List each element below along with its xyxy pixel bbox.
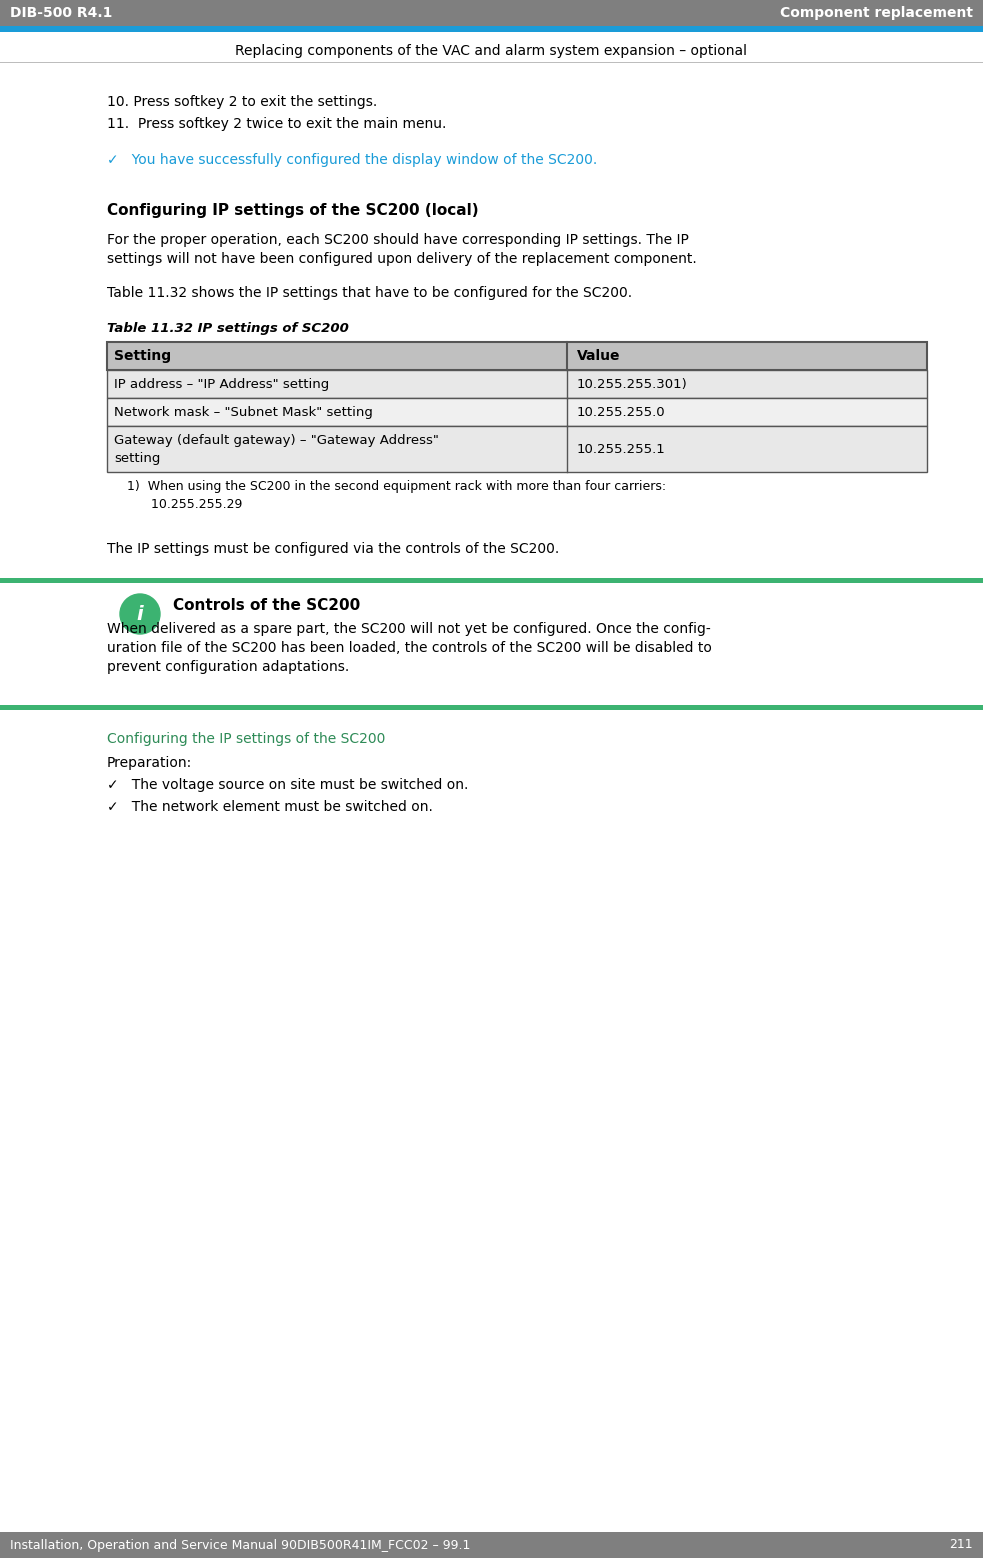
Bar bbox=[0, 706, 983, 710]
Text: 11.  Press softkey 2 twice to exit the main menu.: 11. Press softkey 2 twice to exit the ma… bbox=[107, 117, 446, 131]
Text: uration file of the SC200 has been loaded, the controls of the SC200 will be dis: uration file of the SC200 has been loade… bbox=[107, 640, 712, 654]
Text: The IP settings must be configured via the controls of the SC200.: The IP settings must be configured via t… bbox=[107, 542, 559, 556]
Text: ✓   You have successfully configured the display window of the SC200.: ✓ You have successfully configured the d… bbox=[107, 153, 598, 167]
Text: DIB-500 R4.1: DIB-500 R4.1 bbox=[10, 6, 112, 20]
Text: 10. Press softkey 2 to exit the settings.: 10. Press softkey 2 to exit the settings… bbox=[107, 95, 377, 109]
Text: Replacing components of the VAC and alarm system expansion – optional: Replacing components of the VAC and alar… bbox=[235, 44, 747, 58]
Bar bbox=[0, 1532, 983, 1558]
Text: Network mask – "Subnet Mask" setting: Network mask – "Subnet Mask" setting bbox=[114, 405, 373, 419]
Text: ✓   The network element must be switched on.: ✓ The network element must be switched o… bbox=[107, 799, 433, 813]
Bar bbox=[107, 343, 927, 369]
Bar bbox=[0, 0, 983, 26]
Text: Configuring IP settings of the SC200 (local): Configuring IP settings of the SC200 (lo… bbox=[107, 203, 479, 218]
Text: Setting: Setting bbox=[114, 349, 171, 363]
Text: For the proper operation, each SC200 should have corresponding IP settings. The : For the proper operation, each SC200 sho… bbox=[107, 234, 689, 248]
Bar bbox=[0, 26, 983, 33]
Text: Value: Value bbox=[577, 349, 620, 363]
Text: Installation, Operation and Service Manual 90DIB500R41IM_FCC02 – 99.1: Installation, Operation and Service Manu… bbox=[10, 1538, 471, 1552]
Text: prevent configuration adaptations.: prevent configuration adaptations. bbox=[107, 661, 349, 675]
Text: setting: setting bbox=[114, 452, 160, 464]
Circle shape bbox=[120, 594, 160, 634]
Text: 10.255.255.29: 10.255.255.29 bbox=[127, 499, 243, 511]
Text: i: i bbox=[137, 605, 144, 623]
Text: 10.255.255.0: 10.255.255.0 bbox=[577, 405, 665, 419]
Text: When delivered as a spare part, the SC200 will not yet be configured. Once the c: When delivered as a spare part, the SC20… bbox=[107, 622, 711, 636]
Text: Gateway (default gateway) – "Gateway Address": Gateway (default gateway) – "Gateway Add… bbox=[114, 435, 438, 447]
Text: Configuring the IP settings of the SC200: Configuring the IP settings of the SC200 bbox=[107, 732, 385, 746]
Text: 10.255.255.301): 10.255.255.301) bbox=[577, 377, 688, 391]
Bar bbox=[107, 397, 927, 425]
Text: Controls of the SC200: Controls of the SC200 bbox=[173, 598, 360, 612]
Text: ✓   The voltage source on site must be switched on.: ✓ The voltage source on site must be swi… bbox=[107, 777, 468, 791]
Text: Table 11.32 shows the IP settings that have to be configured for the SC200.: Table 11.32 shows the IP settings that h… bbox=[107, 287, 632, 301]
Text: Table 11.32 IP settings of SC200: Table 11.32 IP settings of SC200 bbox=[107, 323, 349, 335]
Text: 211: 211 bbox=[950, 1538, 973, 1552]
Bar bbox=[107, 425, 927, 472]
Text: Preparation:: Preparation: bbox=[107, 756, 193, 770]
Bar bbox=[107, 369, 927, 397]
Bar bbox=[0, 578, 983, 583]
Text: settings will not have been configured upon delivery of the replacement componen: settings will not have been configured u… bbox=[107, 252, 697, 266]
Text: IP address – "IP Address" setting: IP address – "IP Address" setting bbox=[114, 377, 329, 391]
Text: 1)  When using the SC200 in the second equipment rack with more than four carrie: 1) When using the SC200 in the second eq… bbox=[127, 480, 666, 492]
Text: 10.255.255.1: 10.255.255.1 bbox=[577, 442, 665, 455]
Text: Component replacement: Component replacement bbox=[780, 6, 973, 20]
